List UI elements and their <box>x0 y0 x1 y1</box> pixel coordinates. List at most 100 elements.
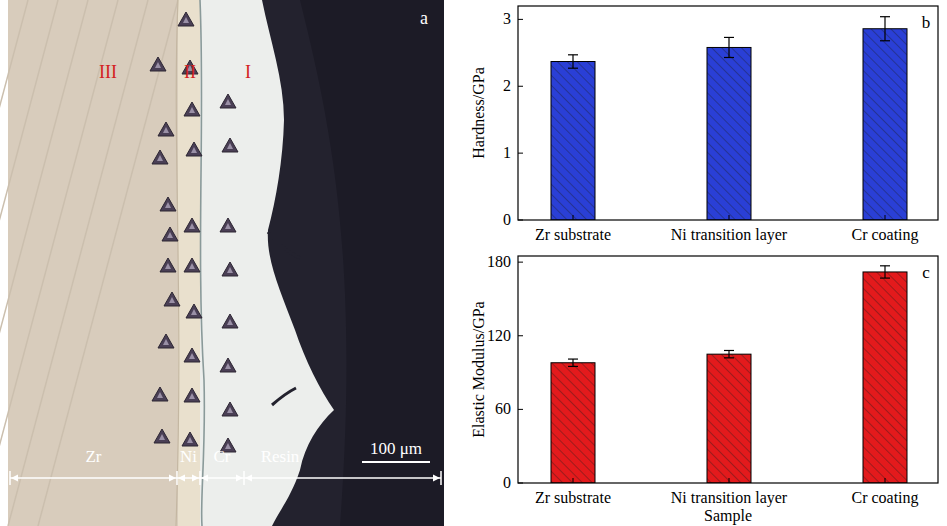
indent <box>154 429 170 443</box>
crack <box>272 388 296 405</box>
indent-center <box>165 263 171 269</box>
error-cap <box>724 37 734 38</box>
y-tick-label: 0 <box>503 474 511 491</box>
y-tick <box>518 262 523 263</box>
zr-texture <box>0 0 88 526</box>
indent-center <box>165 202 171 208</box>
zr-texture <box>0 0 28 526</box>
indent-center <box>189 107 195 113</box>
region-label: II <box>184 62 196 82</box>
error-cap <box>568 54 578 55</box>
error-cap <box>568 68 578 69</box>
bar <box>863 272 907 483</box>
panel-label: a <box>420 8 428 28</box>
zr-texture <box>8 0 148 526</box>
error-stem <box>572 55 573 68</box>
indent <box>220 94 236 108</box>
error-bar <box>880 17 890 41</box>
layer-boundary <box>440 471 442 485</box>
error-cap <box>880 16 890 17</box>
error-cap <box>880 40 890 41</box>
error-bar <box>880 266 890 278</box>
interface <box>176 0 179 526</box>
error-cap <box>724 357 734 358</box>
indent-center <box>191 147 197 153</box>
indent <box>184 102 200 116</box>
indent <box>160 197 176 211</box>
indent-center <box>163 127 169 133</box>
indent-center <box>163 339 169 345</box>
indent-center <box>167 232 173 238</box>
indent <box>184 218 200 232</box>
indent-center <box>191 309 197 315</box>
error-cap <box>568 358 578 359</box>
indent <box>184 348 200 362</box>
arrow-head <box>11 475 18 482</box>
indent-center <box>189 223 195 229</box>
bar <box>551 363 595 483</box>
bars <box>551 266 907 483</box>
indent <box>184 258 200 272</box>
bars <box>551 17 907 220</box>
indent <box>152 150 168 164</box>
indent-center <box>225 363 231 369</box>
arrow-head <box>169 475 176 482</box>
layer-label: Resin <box>261 447 300 466</box>
x-tick <box>573 478 574 483</box>
resin-shade <box>300 0 444 526</box>
indent <box>158 122 174 136</box>
indent-center <box>169 297 175 303</box>
layer-boundary <box>176 471 178 485</box>
arrow-head <box>192 475 199 482</box>
chart: 0123Zr substrateNi transition layerCr co… <box>470 6 938 244</box>
error-stem <box>884 17 885 41</box>
frame <box>518 256 938 483</box>
indent <box>222 262 238 276</box>
figure: IIIIIIa100 μmZrNiCrResin0123Zr substrate… <box>0 0 947 526</box>
x-tick-label: Cr coating <box>851 226 918 244</box>
y-tick-label: 3 <box>503 10 511 27</box>
indent-center <box>227 267 233 273</box>
resin <box>8 0 444 526</box>
indent-center <box>159 434 165 440</box>
error-cap <box>724 350 734 351</box>
indent <box>184 388 200 402</box>
indent <box>160 258 176 272</box>
crack <box>268 232 300 258</box>
indent <box>220 218 236 232</box>
x-tick <box>573 215 574 220</box>
ni-layer <box>178 0 200 526</box>
error-bar <box>568 55 578 68</box>
indent-center <box>189 393 195 399</box>
indent-center <box>225 223 231 229</box>
error-stem <box>884 266 885 278</box>
indent-center <box>157 155 163 161</box>
indent-center <box>227 143 233 149</box>
indent <box>186 142 202 156</box>
x-tick <box>885 478 886 483</box>
indent-center <box>225 99 231 105</box>
indent-center <box>183 17 189 23</box>
error-bar <box>724 37 734 57</box>
layer-label: Zr <box>85 447 101 466</box>
x-tick <box>729 478 730 483</box>
y-tick-label: 60 <box>495 400 511 417</box>
indent-center <box>189 263 195 269</box>
bar <box>707 354 751 483</box>
arrow-head <box>433 475 440 482</box>
indent <box>222 138 238 152</box>
layer-label: Ni <box>180 447 197 466</box>
panel-label: c <box>922 263 930 282</box>
bar <box>707 47 751 220</box>
x-tick-label: Zr substrate <box>535 226 611 243</box>
error-cap <box>568 366 578 367</box>
x-tick-label: Cr coating <box>851 489 918 507</box>
y-tick-label: 1 <box>503 144 511 161</box>
micrograph: IIIIIIa100 μmZrNiCrResin <box>0 0 444 526</box>
y-tick <box>518 19 523 20</box>
error-cap <box>724 57 734 58</box>
region-label: III <box>99 62 117 82</box>
y-tick <box>518 86 523 87</box>
bar <box>863 29 907 220</box>
frame <box>518 6 938 220</box>
